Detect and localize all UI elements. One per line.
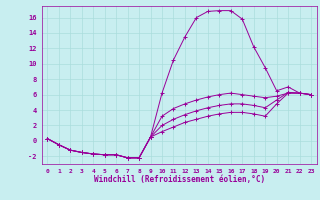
X-axis label: Windchill (Refroidissement éolien,°C): Windchill (Refroidissement éolien,°C) <box>94 175 265 184</box>
